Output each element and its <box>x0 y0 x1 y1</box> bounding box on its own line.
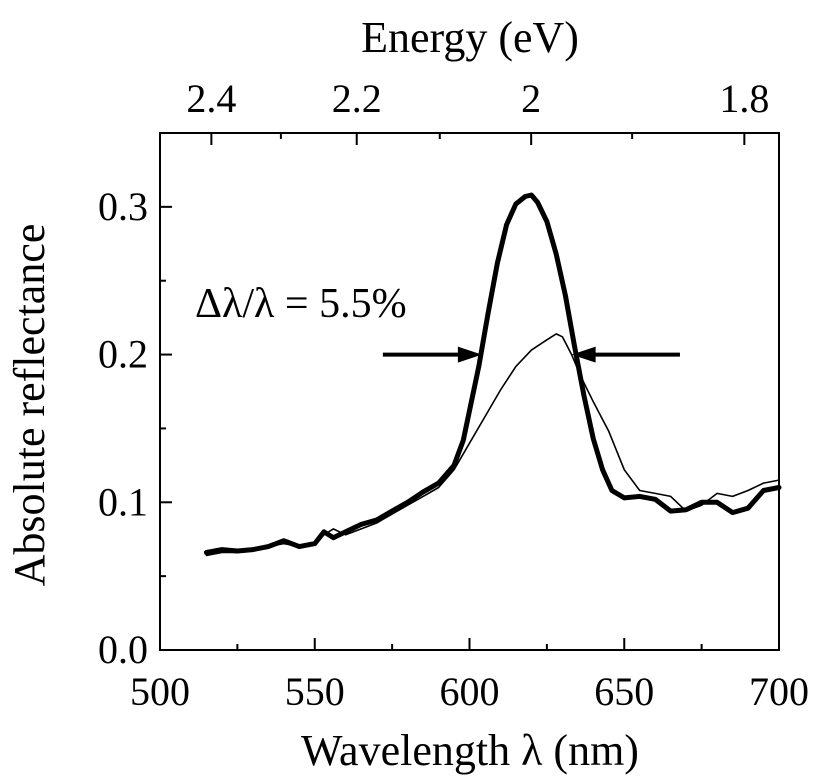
fwhm-annotation-label: Δλ/λ = 5.5% <box>195 281 407 327</box>
top-tick-label: 2.4 <box>186 76 236 121</box>
x-axis-title: Wavelength λ (nm) <box>301 726 639 775</box>
y-axis-title: Absolute reflectance <box>5 224 54 587</box>
y-tick-label: 0.3 <box>98 184 148 229</box>
top-tick-label: 1.8 <box>719 76 769 121</box>
y-tick-label: 0.2 <box>98 332 148 377</box>
top-axis-title: Energy (eV) <box>361 13 579 62</box>
annotation-group <box>382 346 680 363</box>
series-line-thin <box>205 333 780 557</box>
x-tick-label: 650 <box>594 669 654 714</box>
left-arrow-head <box>457 346 482 363</box>
x-tick-label: 600 <box>440 669 500 714</box>
x-tick-label: 700 <box>749 669 809 714</box>
y-tick-label: 0.0 <box>98 627 148 672</box>
y-tick-label: 0.1 <box>98 479 148 524</box>
x-tick-label: 550 <box>285 669 345 714</box>
series-line-thick <box>203 192 782 555</box>
right-arrow-head <box>571 346 596 363</box>
curves-group <box>203 192 782 557</box>
x-tick-label: 500 <box>130 669 190 714</box>
top-tick-label: 2 <box>521 76 541 121</box>
top-tick-label: 2.2 <box>332 76 382 121</box>
axes-group: 500 550 600 650 700 0.0 0.1 0.2 0.3 2.4 2.2 2 1.8 <box>98 76 809 714</box>
plot-frame <box>159 132 780 651</box>
